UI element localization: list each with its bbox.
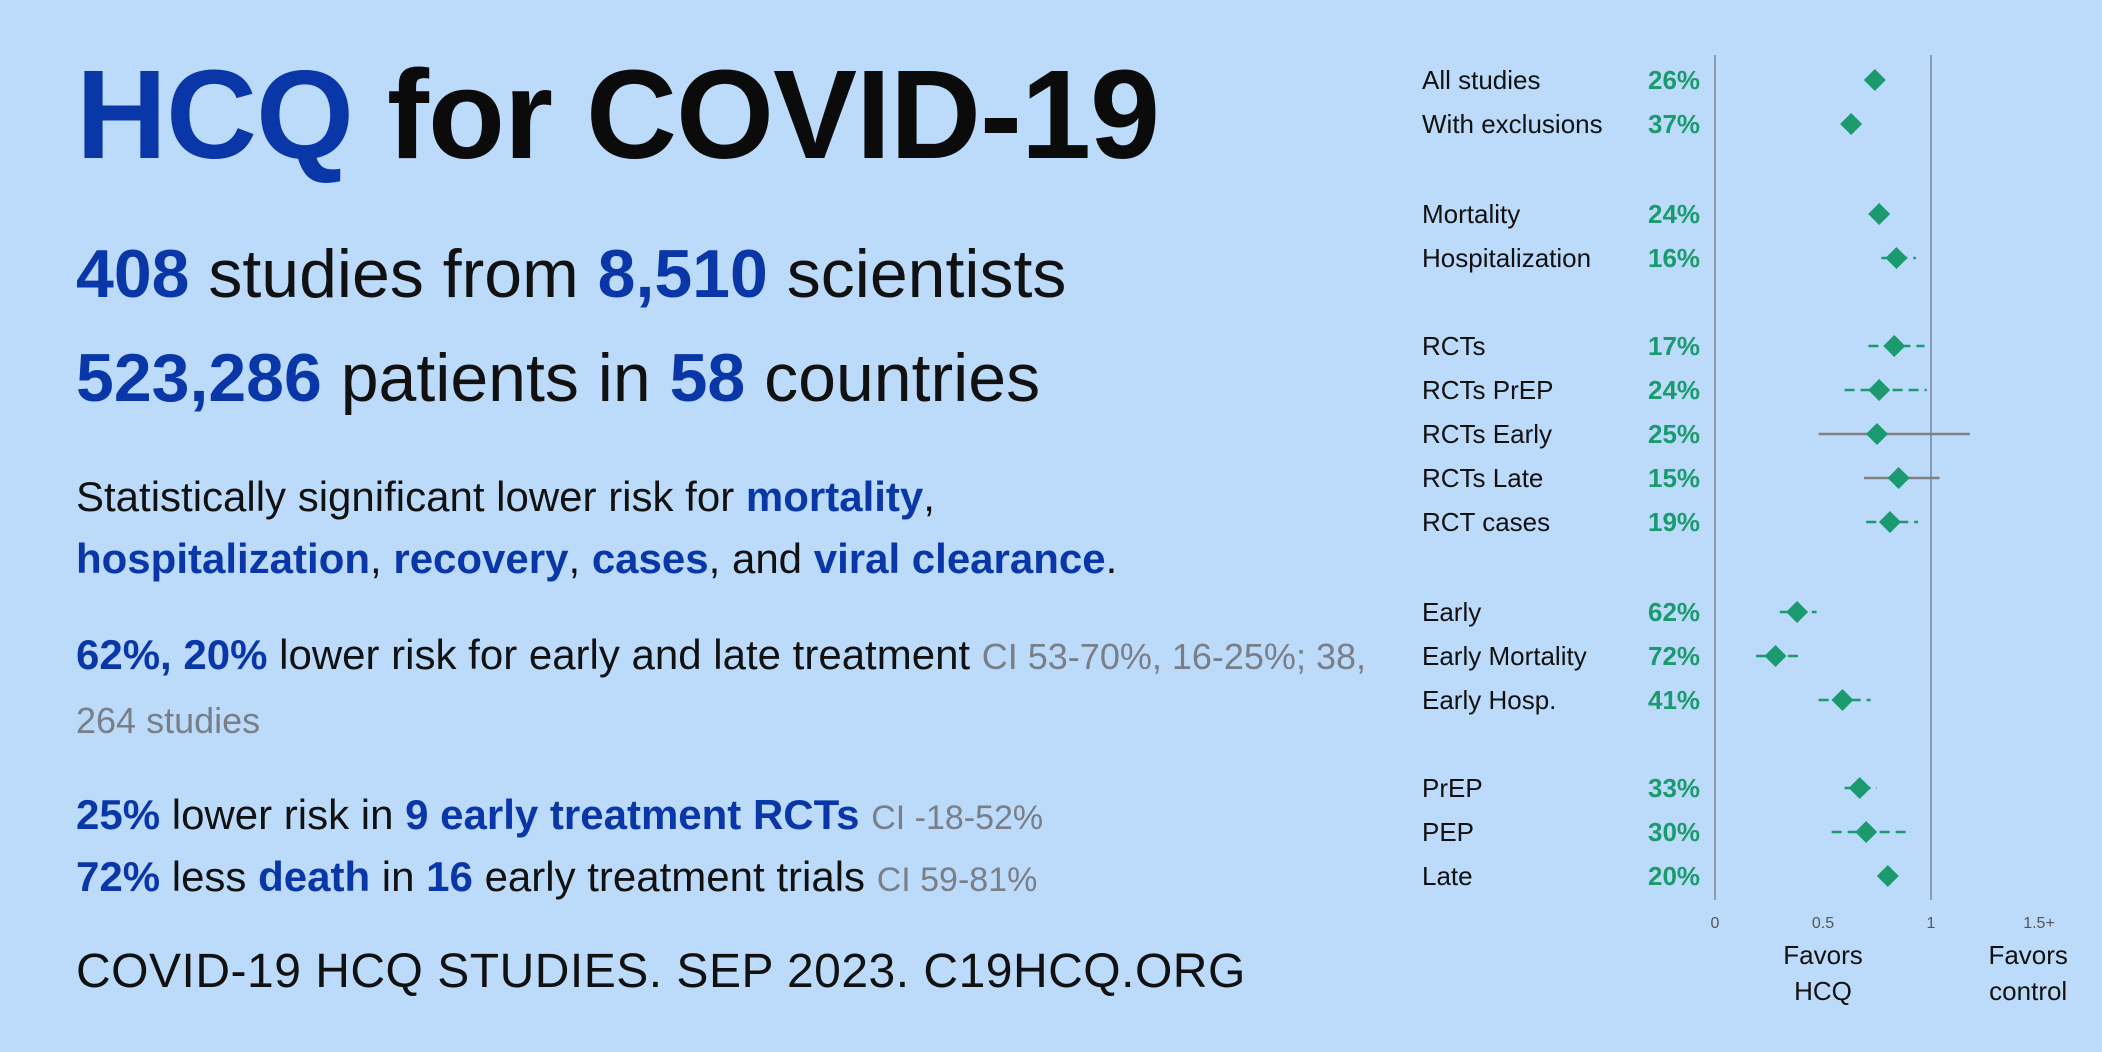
outcome-cases: cases xyxy=(591,535,709,582)
favors-hcq-label: Favors xyxy=(1783,940,1862,970)
estimate-diamond xyxy=(1883,335,1906,357)
significance-paragraph: Statistically significant lower risk for… xyxy=(76,466,1386,590)
early-late-text: lower risk for early and late treatment xyxy=(279,631,971,678)
death-count: 16 xyxy=(426,853,473,900)
row-percent: 19% xyxy=(1648,507,1700,537)
estimate-diamond xyxy=(1866,423,1888,445)
patients-count: 523,286 xyxy=(76,340,322,416)
patients-stat: 523,286 patients in 58 countries xyxy=(76,344,1040,412)
separator: . xyxy=(1105,535,1118,582)
studies-stat: 408 studies from 8,510 scientists xyxy=(76,240,1066,308)
row-percent: 37% xyxy=(1648,109,1700,139)
x-tick-label: 1.5+ xyxy=(2023,915,2055,932)
separator: , xyxy=(568,535,581,582)
row-percent: 24% xyxy=(1648,199,1700,229)
death-text2: in xyxy=(381,853,415,900)
main-title: HCQ for COVID-19 xyxy=(76,52,1160,178)
rct-count: 9 early treatment RCTs xyxy=(405,791,860,838)
estimate-diamond xyxy=(1876,865,1899,887)
row-percent: 26% xyxy=(1648,65,1700,95)
significance-intro: Statistically significant lower risk for xyxy=(76,473,735,520)
row-label: With exclusions xyxy=(1422,109,1603,139)
outcome-hospitalization: hospitalization xyxy=(76,535,370,582)
row-label: Early xyxy=(1422,597,1481,627)
rct-ci: CI -18-52% xyxy=(871,799,1044,837)
death-text3: early treatment trials xyxy=(484,853,866,900)
estimate-diamond xyxy=(1831,689,1854,711)
title-hcq: HCQ xyxy=(76,44,354,185)
death-value: 72% xyxy=(76,853,161,900)
rct-text: lower risk in xyxy=(171,791,394,838)
countries-label: countries xyxy=(764,340,1041,416)
title-rest: for COVID-19 xyxy=(387,44,1160,185)
death-line: 72% less death in 16 early treatment tri… xyxy=(76,846,1386,911)
death-text1: less xyxy=(171,853,247,900)
death-word: death xyxy=(258,853,371,900)
row-label: RCTs PrEP xyxy=(1422,375,1553,405)
death-ci: CI 59-81% xyxy=(876,861,1038,899)
row-label: RCTs Late xyxy=(1422,463,1543,493)
separator: , xyxy=(923,473,935,520)
row-label: Hospitalization xyxy=(1422,243,1591,273)
row-percent: 20% xyxy=(1648,861,1700,891)
estimate-diamond xyxy=(1878,511,1901,533)
row-label: RCTs xyxy=(1422,331,1486,361)
estimate-diamond xyxy=(1863,69,1886,91)
early-late-ci: CI 53-70%, 16-25%; 38, 264 studies xyxy=(76,636,1366,741)
row-percent: 16% xyxy=(1648,243,1700,273)
rct-line: 25% lower risk in 9 early treatment RCTs… xyxy=(76,784,1386,849)
estimate-diamond xyxy=(1786,601,1809,623)
row-label: Late xyxy=(1422,861,1473,891)
outcome-viral-clearance: viral clearance xyxy=(813,535,1106,582)
rct-value: 25% xyxy=(76,791,161,838)
favors-control-label: Favors xyxy=(1988,940,2067,970)
early-late-values: 62%, 20% xyxy=(76,631,268,678)
scientists-label: scientists xyxy=(786,236,1067,312)
row-label: PrEP xyxy=(1422,773,1483,803)
row-percent: 33% xyxy=(1648,773,1700,803)
estimate-diamond xyxy=(1885,247,1908,269)
row-label: Mortality xyxy=(1422,199,1520,229)
early-late-paragraph: 62%, 20% lower risk for early and late t… xyxy=(76,624,1386,752)
patients-label: patients in xyxy=(340,340,651,416)
row-percent: 62% xyxy=(1648,597,1700,627)
separator: , xyxy=(370,535,382,582)
estimate-diamond xyxy=(1855,821,1878,843)
studies-count: 408 xyxy=(76,236,190,312)
row-label: Early Hosp. xyxy=(1422,685,1556,715)
row-percent: 41% xyxy=(1648,685,1700,715)
row-label: RCTs Early xyxy=(1422,419,1552,449)
row-label: All studies xyxy=(1422,65,1541,95)
row-percent: 15% xyxy=(1648,463,1700,493)
row-label: Early Mortality xyxy=(1422,641,1587,671)
x-tick-label: 0.5 xyxy=(1812,915,1834,932)
outcome-mortality: mortality xyxy=(745,473,924,520)
favors-control-label: control xyxy=(1989,976,2067,1006)
row-label: RCT cases xyxy=(1422,507,1550,537)
row-percent: 24% xyxy=(1648,375,1700,405)
row-percent: 30% xyxy=(1648,817,1700,847)
row-label: PEP xyxy=(1422,817,1474,847)
estimate-diamond xyxy=(1868,203,1891,225)
row-percent: 17% xyxy=(1648,331,1700,361)
favors-hcq-label: HCQ xyxy=(1794,976,1852,1006)
estimate-diamond xyxy=(1887,467,1910,489)
countries-count: 58 xyxy=(669,340,746,416)
estimate-diamond xyxy=(1848,777,1871,799)
row-percent: 72% xyxy=(1648,641,1700,671)
estimate-diamond xyxy=(1840,113,1863,135)
outcome-recovery: recovery xyxy=(393,535,569,582)
studies-label: studies from xyxy=(208,236,579,312)
estimate-diamond xyxy=(1764,645,1787,667)
estimate-diamond xyxy=(1868,379,1891,401)
footer-source: COVID-19 HCQ STUDIES. SEP 2023. C19HCQ.O… xyxy=(76,945,1246,998)
separator: , and xyxy=(708,535,803,582)
x-tick-label: 1 xyxy=(1927,915,1936,932)
row-percent: 25% xyxy=(1648,419,1700,449)
forest-plot-layer: 0 0.5 1 1.5+ Favors HCQ Favors control All studi… xyxy=(1422,55,2068,1006)
scientists-count: 8,510 xyxy=(597,236,768,312)
x-tick-label: 0 xyxy=(1711,915,1720,932)
